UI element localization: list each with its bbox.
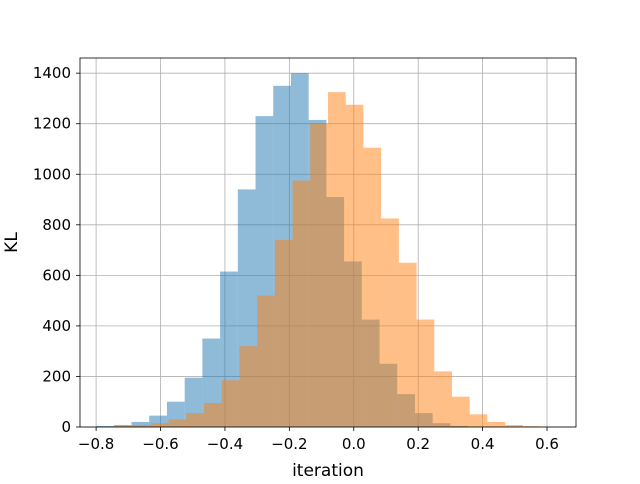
histogram-bar	[149, 415, 167, 427]
histogram-bar	[363, 147, 382, 427]
y-tick-label: 600	[42, 266, 71, 284]
histogram-bar	[398, 262, 417, 427]
x-tick-label: −0.4	[207, 435, 243, 453]
histogram-bar	[434, 371, 452, 427]
histogram-bar	[150, 423, 169, 427]
histogram-bar	[204, 402, 222, 427]
y-axis-label: KL	[2, 232, 22, 253]
histogram-bar	[487, 421, 506, 427]
histogram-bar	[505, 424, 523, 427]
y-tick-label: 0	[61, 418, 71, 436]
x-axis-ticks: −0.8 −0.6 −0.4 −0.2 0.0 0.2 0.4 0.6	[78, 427, 559, 453]
x-axis-label: iteration	[292, 461, 364, 480]
histogram-bar	[310, 123, 328, 427]
histogram-bar	[168, 419, 187, 427]
y-tick-label: 1400	[33, 64, 71, 82]
histogram-bar	[133, 424, 151, 427]
x-tick-label: −0.6	[142, 435, 178, 453]
histogram-bar	[345, 104, 364, 428]
histogram-bars	[96, 73, 541, 428]
x-tick-label: −0.8	[78, 435, 114, 453]
histogram-bar	[96, 425, 114, 427]
histogram-bar	[469, 414, 488, 427]
y-tick-label: 1200	[33, 115, 71, 133]
histogram-bar	[292, 180, 311, 427]
histogram-bar	[328, 92, 346, 427]
histogram-bar	[257, 295, 275, 427]
histogram-bar	[452, 396, 470, 427]
x-tick-label: 0.2	[406, 435, 430, 453]
histogram-bar	[381, 218, 399, 427]
histogram-bar	[221, 380, 240, 427]
histogram-bar	[416, 319, 435, 427]
y-axis-ticks: 0 200 400 600 800 1000 1200 1400	[33, 64, 80, 436]
histogram-bar	[115, 425, 134, 427]
plot-frame	[79, 57, 577, 428]
y-tick-label: 400	[42, 317, 71, 335]
histogram-bar	[274, 239, 293, 427]
series-1-bars	[115, 92, 541, 428]
y-tick-label: 1000	[33, 165, 71, 183]
y-tick-label: 200	[42, 367, 71, 385]
y-tick-label: 800	[42, 216, 71, 234]
histogram-bar	[186, 413, 204, 427]
x-tick-label: 0.6	[535, 435, 559, 453]
histogram-bar	[239, 346, 258, 427]
x-tick-label: 0.0	[342, 435, 366, 453]
x-tick-label: 0.4	[471, 435, 495, 453]
x-tick-label: −0.2	[271, 435, 307, 453]
histogram-bar	[131, 421, 150, 427]
